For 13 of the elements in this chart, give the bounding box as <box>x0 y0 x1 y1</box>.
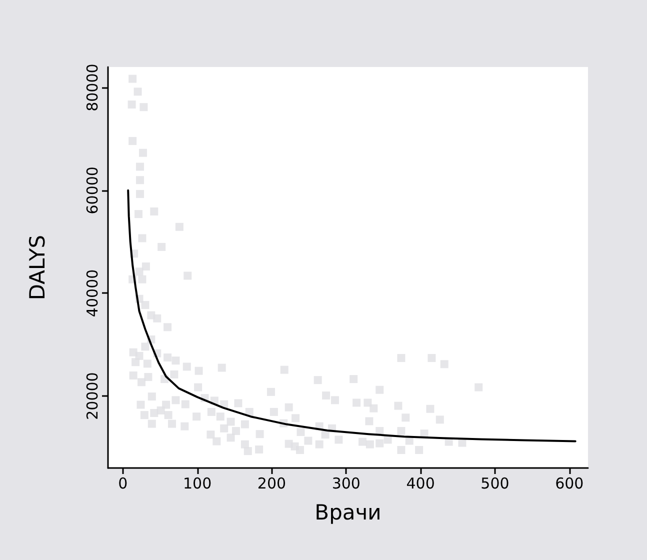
y-tick-label: 20000 <box>84 372 102 420</box>
x-tick-label: 300 <box>332 474 360 492</box>
x-tick-label: 400 <box>406 474 435 492</box>
x-tick-label: 500 <box>480 474 510 492</box>
x-tick-label: 600 <box>555 474 584 492</box>
y-tick-label: 60000 <box>84 166 102 214</box>
x-axis-title: Врачи <box>314 500 382 524</box>
x-tick-label: 200 <box>257 474 286 492</box>
x-tick-label: 100 <box>182 474 212 492</box>
y-axis-title: DALYS <box>26 234 50 300</box>
y-tick-label: 40000 <box>84 269 102 318</box>
x-tick-label: 0 <box>118 474 128 492</box>
y-tick-label: 80000 <box>84 64 102 112</box>
